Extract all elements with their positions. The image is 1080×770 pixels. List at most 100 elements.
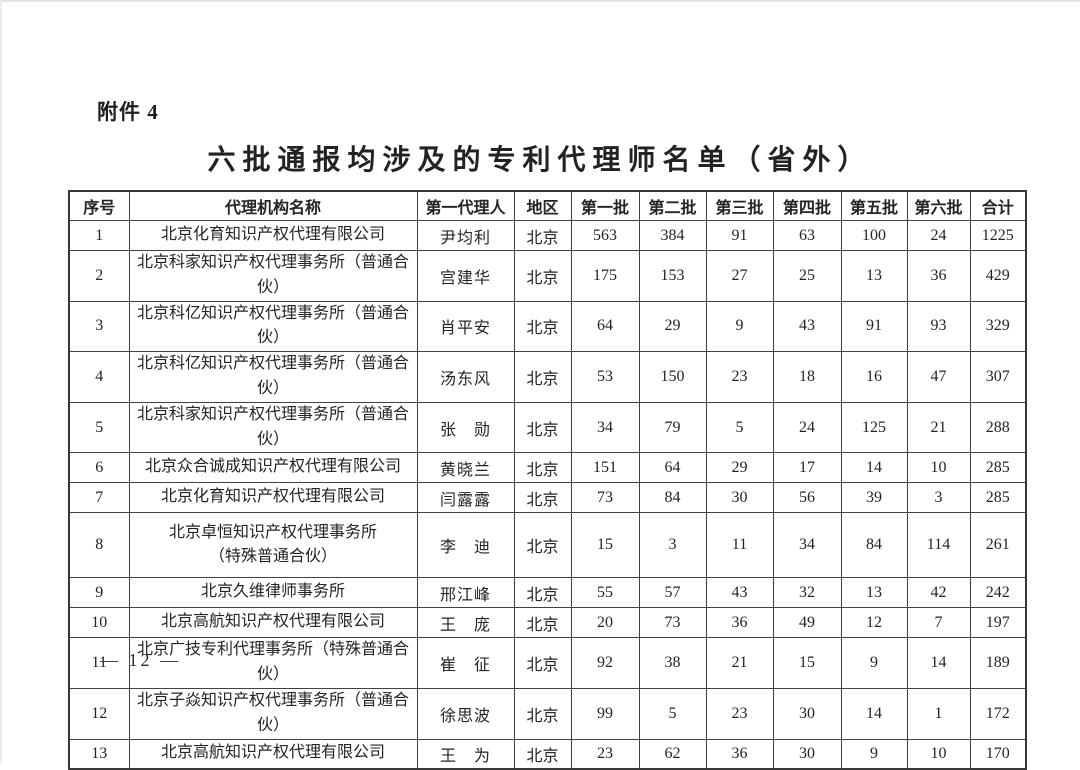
cell-no: 8 <box>68 512 130 579</box>
scan-edge-top <box>0 0 1080 2</box>
cell-batch-1: 64 <box>570 300 640 353</box>
cell-batch-4: 24 <box>772 401 842 454</box>
cell-batch-6: 3 <box>906 482 971 514</box>
header-batch-5: 第五批 <box>840 190 908 221</box>
cell-batch-6: 42 <box>906 577 971 609</box>
table-row: 10 北京高航知识产权代理有限公司 王 庞 北京 20 73 36 49 12 … <box>68 607 1027 639</box>
header-batch-2: 第二批 <box>638 190 707 221</box>
cell-region: 北京 <box>513 637 572 689</box>
cell-batch-3: 27 <box>705 250 774 302</box>
cell-batch-5: 16 <box>840 351 908 403</box>
cell-agency: 北京科家知识产权代理事务所（普通合伙） <box>128 401 418 454</box>
cell-agent: 闫露露 <box>416 482 515 514</box>
cell-batch-2: 38 <box>638 637 707 689</box>
cell-total: 429 <box>969 250 1027 302</box>
table-row: 8 北京卓恒知识产权代理事务所 （特殊普通合伙） 李 迪 北京 15 3 11 … <box>68 512 1027 579</box>
table-row: 11 北京广技专利代理事务所（特殊普通合伙） 崔 征 北京 92 38 21 1… <box>68 637 1027 689</box>
cell-agency: 北京子焱知识产权代理事务所（普通合伙） <box>128 687 418 740</box>
header-batch-1: 第一批 <box>570 190 640 221</box>
cell-no: 2 <box>68 250 130 302</box>
cell-batch-6: 7 <box>906 607 971 639</box>
cell-batch-1: 175 <box>570 250 640 302</box>
cell-agency: 北京广技专利代理事务所（特殊普通合伙） <box>128 637 418 689</box>
cell-batch-1: 20 <box>570 607 640 639</box>
cell-no: 6 <box>68 452 130 484</box>
cell-batch-6: 93 <box>906 300 971 353</box>
cell-region: 北京 <box>513 482 572 514</box>
cell-no: 3 <box>68 300 130 353</box>
cell-batch-3: 5 <box>705 401 774 454</box>
cell-batch-4: 63 <box>772 220 842 251</box>
cell-agency: 北京高航知识产权代理有限公司 <box>128 607 418 639</box>
table-row: 9 北京久维律师事务所 邢江峰 北京 55 57 43 32 13 42 242 <box>68 577 1027 609</box>
cell-batch-1: 99 <box>570 687 640 740</box>
cell-batch-3: 9 <box>705 300 774 353</box>
cell-agent: 崔 征 <box>416 637 515 689</box>
cell-batch-4: 43 <box>772 300 842 353</box>
cell-total: 261 <box>969 512 1027 579</box>
cell-agency: 北京化育知识产权代理有限公司 <box>128 482 418 514</box>
cell-region: 北京 <box>513 220 572 251</box>
cell-batch-3: 23 <box>705 687 774 740</box>
cell-agent: 徐思波 <box>416 687 515 740</box>
cell-batch-1: 34 <box>570 401 640 454</box>
cell-batch-6: 10 <box>906 738 971 770</box>
cell-batch-6: 10 <box>906 452 971 484</box>
cell-region: 北京 <box>513 738 572 770</box>
cell-batch-6: 47 <box>906 351 971 403</box>
scan-edge-left <box>0 0 2 764</box>
cell-batch-3: 36 <box>705 607 774 639</box>
cell-batch-2: 79 <box>638 401 707 454</box>
header-agency: 代理机构名称 <box>128 190 418 221</box>
cell-batch-3: 30 <box>705 482 774 514</box>
header-region: 地区 <box>513 190 572 221</box>
table-row: 13 北京高航知识产权代理有限公司 王 为 北京 23 62 36 30 9 1… <box>68 738 1027 770</box>
attachment-label: 附件 4 <box>97 100 159 124</box>
cell-batch-4: 25 <box>772 250 842 302</box>
cell-batch-1: 151 <box>570 452 640 484</box>
cell-batch-6: 24 <box>906 220 971 251</box>
cell-region: 北京 <box>513 607 572 639</box>
cell-no: 12 <box>68 687 130 740</box>
cell-no: 11 <box>68 637 130 689</box>
cell-batch-1: 53 <box>570 351 640 403</box>
cell-batch-3: 43 <box>705 577 774 609</box>
cell-region: 北京 <box>513 512 572 579</box>
cell-region: 北京 <box>513 250 572 302</box>
cell-total: 288 <box>969 401 1027 454</box>
cell-batch-3: 29 <box>705 452 774 484</box>
cell-region: 北京 <box>513 401 572 454</box>
cell-batch-3: 11 <box>705 512 774 579</box>
cell-batch-1: 73 <box>570 482 640 514</box>
cell-region: 北京 <box>513 687 572 740</box>
header-batch-4: 第四批 <box>772 190 842 221</box>
header-batch-6: 第六批 <box>906 190 971 221</box>
cell-agent: 宫建华 <box>416 250 515 302</box>
table-row: 1 北京化育知识产权代理有限公司 尹均利 北京 563 384 91 63 10… <box>68 220 1027 251</box>
cell-batch-2: 73 <box>638 607 707 639</box>
cell-no: 5 <box>68 401 130 454</box>
cell-agency: 北京高航知识产权代理有限公司 <box>128 738 418 770</box>
cell-batch-4: 56 <box>772 482 842 514</box>
cell-total: 307 <box>969 351 1027 403</box>
cell-batch-5: 9 <box>840 738 908 770</box>
cell-region: 北京 <box>513 351 572 403</box>
cell-batch-5: 39 <box>840 482 908 514</box>
cell-no: 13 <box>68 738 130 770</box>
header-batch-3: 第三批 <box>705 190 774 221</box>
cell-batch-3: 23 <box>705 351 774 403</box>
cell-batch-5: 125 <box>840 401 908 454</box>
cell-agency: 北京卓恒知识产权代理事务所 （特殊普通合伙） <box>128 512 418 579</box>
cell-batch-2: 57 <box>638 577 707 609</box>
cell-agent: 李 迪 <box>416 512 515 579</box>
cell-batch-4: 32 <box>772 577 842 609</box>
page-number: — 12 — <box>100 650 181 670</box>
cell-batch-1: 55 <box>570 577 640 609</box>
cell-agency: 北京科亿知识产权代理事务所（普通合伙） <box>128 300 418 353</box>
cell-agent: 尹均利 <box>416 220 515 251</box>
cell-region: 北京 <box>513 577 572 609</box>
cell-region: 北京 <box>513 300 572 353</box>
cell-batch-2: 3 <box>638 512 707 579</box>
cell-batch-6: 1 <box>906 687 971 740</box>
cell-no: 9 <box>68 577 130 609</box>
